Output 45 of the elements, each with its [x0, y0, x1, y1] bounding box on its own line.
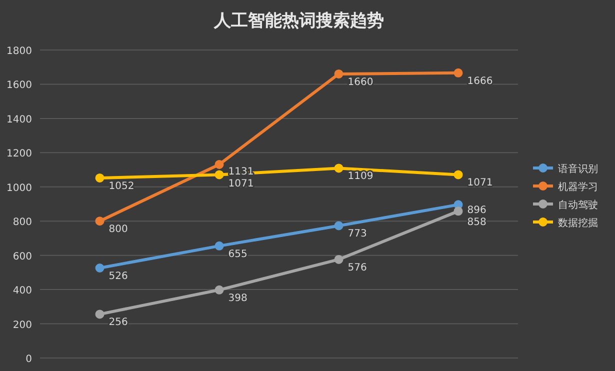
y-tick-label: 1200	[6, 148, 32, 160]
data-label: 1109	[348, 171, 374, 182]
legend-label: 机器学习	[558, 181, 598, 193]
y-tick-label: 200	[12, 320, 32, 331]
data-label: 1666	[467, 76, 493, 87]
data-label: 576	[348, 262, 367, 274]
data-label: 398	[228, 292, 248, 304]
point	[334, 221, 344, 230]
point	[454, 206, 463, 216]
data-label: 896	[467, 204, 486, 216]
y-tick-label: 400	[12, 286, 32, 297]
legend-label: 数据挖掘	[558, 217, 598, 229]
data-label: 526	[108, 270, 128, 282]
data-label: 1071	[228, 178, 254, 190]
title: 人工智能热词搜索趋势	[214, 11, 384, 31]
data-label: 256	[108, 317, 128, 328]
y-tick-label: 1000	[6, 182, 32, 194]
point	[454, 68, 463, 78]
legend-label: 语音识别	[558, 163, 598, 175]
y-tick-label: 1400	[6, 114, 32, 126]
y-tick-label: 1600	[6, 80, 32, 92]
point	[214, 170, 224, 180]
point	[214, 285, 224, 294]
point	[95, 173, 104, 182]
data-label: 1071	[467, 178, 493, 189]
data-label: 1660	[348, 76, 374, 88]
point	[214, 241, 224, 250]
point	[95, 216, 104, 226]
point	[454, 170, 463, 180]
y-tick-label: 0	[26, 354, 32, 365]
point	[334, 69, 344, 78]
point	[214, 160, 224, 169]
y-tick-label: 600	[12, 251, 32, 262]
point	[334, 254, 344, 264]
data-label: 773	[348, 228, 367, 240]
y-tick-label: 800	[12, 217, 32, 228]
y-tick-label: 1800	[6, 46, 32, 57]
data-label: 1052	[108, 180, 134, 192]
data-label: 800	[108, 224, 128, 236]
data-label: 858	[467, 216, 486, 228]
legend-label: 自动驾驶	[558, 199, 598, 211]
data-label: 655	[228, 248, 248, 260]
point	[95, 263, 104, 272]
point	[95, 310, 104, 319]
point	[334, 164, 344, 173]
